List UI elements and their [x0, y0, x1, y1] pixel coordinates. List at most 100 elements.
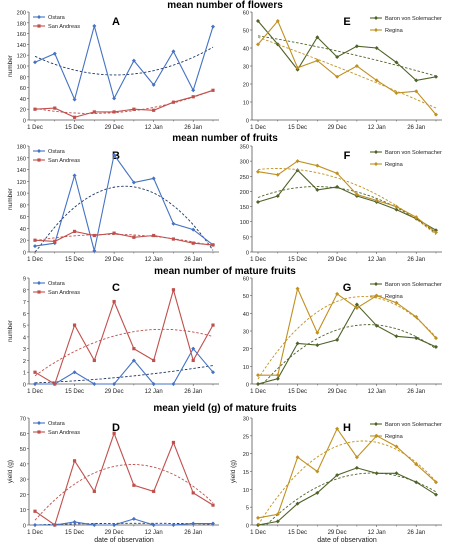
data-point [33, 382, 37, 386]
data-point [92, 110, 96, 114]
y-tick-label: 100 [17, 192, 26, 198]
legend-label: Regina [385, 162, 404, 168]
data-point [256, 515, 260, 520]
x-tick-label: 29 Dec [105, 389, 124, 395]
y-tick-label: 4 [23, 335, 26, 341]
legend-label: Regina [385, 294, 404, 300]
data-point [92, 358, 96, 363]
y-tick-label: 5 [246, 506, 249, 512]
data-point [414, 89, 419, 94]
y-tick-label: 0 [23, 524, 26, 530]
data-point [33, 523, 37, 527]
y-tick-label: 2 [23, 359, 26, 365]
y-tick-label: 5 [23, 324, 26, 330]
legend-marker [37, 24, 41, 28]
y-tick-label: 1 [23, 371, 26, 377]
legend-marker [37, 149, 41, 153]
legend-marker [374, 294, 378, 298]
data-point [92, 233, 96, 238]
y-tick-label: 60 [20, 86, 26, 92]
data-point [33, 60, 37, 65]
series-line-regina [257, 427, 437, 519]
data-point [132, 347, 136, 351]
data-point [33, 509, 37, 513]
data-point [256, 200, 260, 205]
data-point [414, 314, 419, 319]
data-point [171, 523, 176, 527]
data-point [132, 483, 136, 487]
data-point [374, 323, 379, 328]
y-tick-label: 0 [246, 251, 249, 257]
legend-marker [37, 421, 41, 425]
y-tick-label: 120 [17, 54, 26, 60]
data-point [256, 42, 260, 47]
y-tick-label: 50 [20, 447, 26, 453]
data-point [315, 163, 320, 168]
data-point [112, 299, 116, 304]
legend-label: Baron von Solemacher [385, 16, 442, 22]
y-tick-label: 30 [20, 478, 26, 484]
x-tick-label: 1 Dec [250, 125, 266, 131]
x-tick-label: 29 Dec [328, 389, 347, 395]
legend-marker [374, 434, 378, 438]
x-tick-label: 15 Dec [288, 389, 307, 395]
data-point [295, 65, 300, 70]
data-point [72, 115, 77, 119]
legend-label: San Andreas [48, 158, 80, 164]
x-tick-label: 1 Dec [27, 530, 43, 536]
series-line-regina [258, 286, 437, 376]
data-point [414, 78, 419, 83]
data-point [171, 100, 176, 104]
y-tick-label: 8 [23, 288, 26, 294]
series-line-ostara [35, 347, 214, 385]
y-tick-label: 30 [243, 330, 249, 336]
data-point [53, 239, 57, 243]
legend-marker [374, 282, 378, 286]
data-point [354, 306, 359, 311]
x-axis-label: date of observation [94, 537, 154, 544]
y-tick-label: 3 [23, 347, 26, 353]
y-tick-label: 0 [246, 119, 249, 125]
chart-panel-g: 0 10 20 30 40 50 60 1 Dec 15 Dec 29 Dec 12 Jan 26 J… [243, 277, 442, 396]
data-point [394, 204, 399, 209]
trend-line-regina [257, 36, 437, 109]
data-point [132, 235, 136, 239]
data-point [211, 370, 215, 375]
trend-line-regina [257, 440, 437, 526]
legend-marker [37, 290, 41, 294]
y-tick-label: 60 [20, 215, 26, 221]
x-tick-label: 12 Jan [145, 257, 163, 263]
x-tick-label: 29 Dec [328, 530, 347, 536]
data-point [354, 192, 359, 197]
x-tick-label: 12 Jan [368, 257, 386, 263]
x-tick-label: 1 Dec [250, 530, 266, 536]
y-tick-label: 40 [20, 227, 26, 233]
data-point [354, 64, 359, 68]
data-point [211, 503, 215, 507]
data-point [315, 469, 320, 474]
series-line-regina [257, 19, 437, 115]
data-point [191, 88, 196, 93]
y-tick-label: 60 [243, 11, 249, 17]
y-tick-label: 120 [17, 180, 26, 186]
y-tick-label: 20 [243, 452, 249, 458]
data-point [171, 440, 176, 445]
trend-line-regina [257, 168, 437, 236]
data-point [354, 302, 359, 307]
data-point [171, 49, 176, 54]
y-tick-label: 40 [243, 312, 249, 318]
trend-line-san-andreas [34, 464, 214, 521]
data-point [211, 88, 215, 92]
y-tick-label: 40 [20, 462, 26, 468]
data-point [414, 480, 419, 485]
series-line-ostara [34, 23, 214, 102]
data-point [335, 426, 340, 431]
data-point [151, 382, 156, 386]
data-point [191, 346, 196, 351]
data-point [315, 35, 320, 40]
data-point [191, 521, 196, 526]
data-point [256, 169, 260, 174]
legend-label: Baron von Solemacher [385, 282, 442, 288]
y-tick-label: 300 [240, 160, 249, 166]
data-point [112, 523, 117, 527]
